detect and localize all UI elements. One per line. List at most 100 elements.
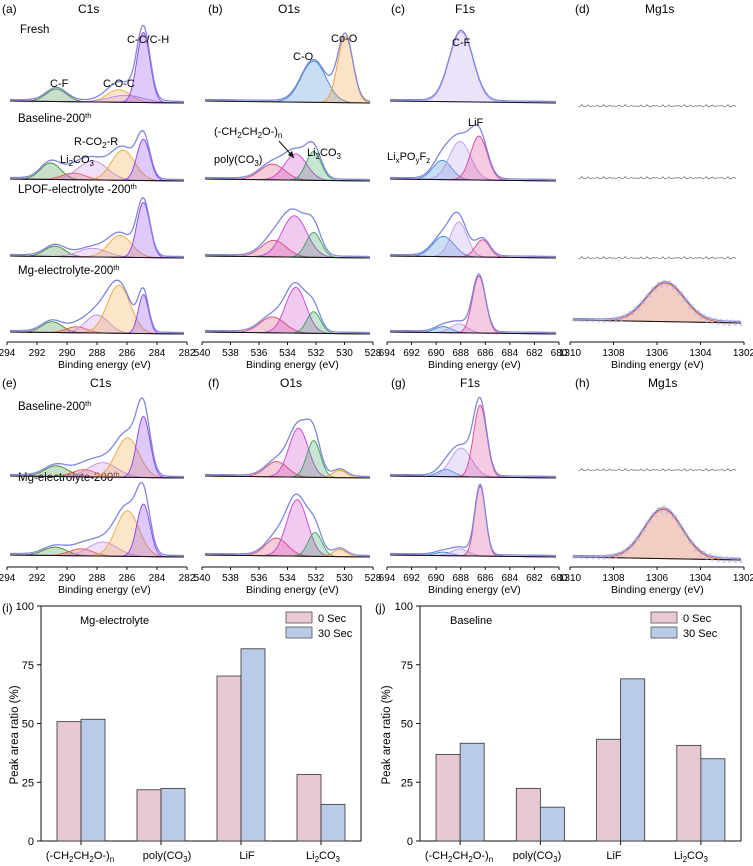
bars-i-bar-3-1 <box>320 803 346 842</box>
f1s-base200-envelope <box>390 124 556 181</box>
legend-j-0sec-label: 0 Sec <box>683 613 712 625</box>
panel-title-o1s-bottom: O1s <box>280 376 302 390</box>
mg1s-mg_e-point <box>716 559 720 563</box>
mg1s-mg200-point <box>582 318 587 322</box>
c1s-mg200-envelope <box>10 279 184 334</box>
mg1s-mg_e-point <box>639 529 643 533</box>
bottom-tick-label-0-4: 286 <box>119 573 136 584</box>
mg1s-mg200-point <box>710 321 715 325</box>
row-label-fresh: Fresh <box>20 24 49 36</box>
mg1s-mg200-point <box>594 317 598 322</box>
mg1s-mg_e-point <box>617 551 621 555</box>
mg1s-mg_e-point <box>582 555 587 559</box>
mg1s-mg200-point <box>619 318 624 322</box>
bars-j-bar-0-1 <box>459 742 485 842</box>
mg1s-noise-lpof200 <box>577 256 737 260</box>
mg1s-mg200-point <box>648 294 652 298</box>
xps-spectra-top <box>9 24 743 335</box>
mg1s-mg200-point <box>722 322 726 326</box>
mg1s-mg_e-component-0 <box>572 508 742 561</box>
o1s-base_e-baseline <box>204 475 371 479</box>
mg1s-mg200-point <box>605 317 609 321</box>
panel-letter-h: (h) <box>575 376 590 390</box>
mg1s-mg200-point <box>631 312 635 316</box>
top-tick-label-2-3: 688 <box>452 348 469 359</box>
mg1s-mg200-point <box>702 313 706 317</box>
mg1s-mg_e-point <box>679 523 683 527</box>
bar-chart-i-title: Mg-electrolyte <box>80 615 149 627</box>
mg1s-mg_e-point <box>594 554 598 559</box>
mg1s-mg200-point <box>682 299 686 303</box>
mg1s-mg200-point <box>591 319 595 323</box>
bars-i-bar-0-1 <box>80 718 106 842</box>
mg1s-mg_e-point <box>642 529 646 533</box>
panel-letter-c: (c) <box>391 2 405 16</box>
panel-letter-a: (a) <box>2 2 17 16</box>
o1s-mg_e-baseline <box>204 554 371 558</box>
mg1s-mg200-point <box>725 319 729 323</box>
mg1s-mg_e-point <box>671 516 675 520</box>
mg1s-mg200-point <box>577 318 581 322</box>
mg1s-mg200-point <box>579 318 584 323</box>
bar-i-cat-li2co3: Li2CO3 <box>306 850 341 864</box>
panel-title-mg1s-bottom: Mg1s <box>648 376 677 390</box>
panel-title-c1s-bottom: C1s <box>90 376 111 390</box>
mg1s-mg_e-point <box>699 553 703 557</box>
f1s-fresh-envelope <box>390 29 556 103</box>
mg1s-mg200-point <box>730 319 735 323</box>
mg1s-mg_e-point <box>645 520 649 524</box>
mg1s-mg_e-point <box>725 556 729 560</box>
o1s-mg200-component-1 <box>204 287 371 335</box>
bars-i-bar-2-0 <box>216 675 242 842</box>
mg1s-mg_e-point <box>722 559 726 564</box>
top-tick-label-3-3: 1304 <box>689 348 712 359</box>
top-tick-label-2-4: 686 <box>477 348 494 359</box>
mg1s-mg_e-point <box>696 546 700 550</box>
mg1s-mg200-point <box>708 316 712 320</box>
top-tick-label-1-3: 534 <box>279 348 296 359</box>
mg1s-mg200-point <box>713 317 718 321</box>
bars-j-ytick-label-1: 25 <box>401 777 413 789</box>
bar-j-cat-poly: poly(CO3) <box>513 850 561 864</box>
top-tick-label-0-4: 286 <box>119 348 136 359</box>
legend-i-30sec-label: 30 Sec <box>318 628 353 640</box>
bars-j-bar-1-0 <box>515 787 541 842</box>
mg1s-mg_e-point <box>631 545 635 549</box>
panel-title-f1s-top: F1s <box>455 2 475 16</box>
mg1s-mg200-point <box>636 307 641 311</box>
bottom-tick-label-2-6: 682 <box>526 573 543 584</box>
bottom-tick-label-2-1: 692 <box>403 573 420 584</box>
bottom-tick-label-1-2: 536 <box>251 573 268 584</box>
mg1s-mg200-point <box>659 284 663 288</box>
mg1s-mg200-point <box>602 319 606 324</box>
mg1s-mg_e-point <box>665 511 669 515</box>
o1s-fresh-component-1 <box>204 35 371 104</box>
mg1s-mg200-point <box>625 316 629 320</box>
bars-i-ytick-label-1: 25 <box>22 777 34 789</box>
panel-letter-f: (f) <box>208 376 219 390</box>
bar-j-cat-li2co3: Li2CO3 <box>674 850 709 864</box>
mg1s-mg_e-point <box>739 560 743 564</box>
mg1s-mg200-component-0 <box>572 282 742 324</box>
bottom-tick-label-2-4: 686 <box>477 573 494 584</box>
mg1s-mg_e-point <box>605 554 609 558</box>
mg1s-mg200-point <box>599 317 604 321</box>
c1s-base200-baseline <box>9 178 185 182</box>
c1s-fresh-baseline <box>9 100 185 104</box>
bars-i-bar-2-1 <box>240 648 266 842</box>
top-tick-label-0-2: 290 <box>59 348 76 359</box>
bottom-tick-label-2-5: 684 <box>502 573 519 584</box>
bars-j-ytick-label-2: 50 <box>401 719 413 731</box>
top-tick-label-1-2: 536 <box>251 348 268 359</box>
top-tick-label-3-0: 1310 <box>559 348 582 359</box>
bottom-tick-label-0-6: 282 <box>179 573 196 584</box>
o1s-fresh-baseline <box>204 100 371 104</box>
o1s-fresh-envelope <box>205 32 371 102</box>
panel-letter-i: (i) <box>2 601 13 615</box>
legend-j-30sec-label: 30 Sec <box>683 628 718 640</box>
mg1s-mg200-point <box>679 290 683 294</box>
mg1s-mg_e-point <box>577 555 581 559</box>
bars-i-bar-1-1 <box>160 787 186 842</box>
mg1s-mg_e-point <box>608 556 612 560</box>
